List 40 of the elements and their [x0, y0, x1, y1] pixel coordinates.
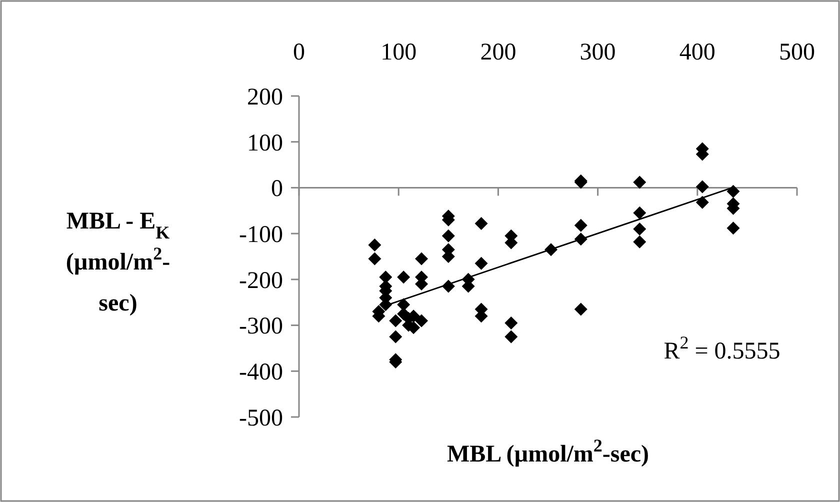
- point: [633, 176, 646, 189]
- point: [633, 222, 646, 236]
- x-tick-label: 100: [380, 39, 417, 66]
- point: [574, 302, 588, 316]
- x-axis-title: MBL (µmol/m$^{2}$-sec): [446, 435, 650, 468]
- point: [474, 216, 488, 230]
- point: [574, 218, 588, 232]
- annotation: R$^{2}$ = 0.5555: [664, 332, 780, 364]
- x-tick-label: 200: [480, 39, 516, 66]
- point: [415, 252, 428, 266]
- point: [368, 252, 382, 266]
- x-tick-label: 400: [679, 39, 716, 66]
- x-tick-label: 300: [580, 39, 616, 66]
- point: [368, 238, 382, 252]
- y-tick-label: -300: [239, 314, 283, 340]
- point: [504, 330, 518, 344]
- point: [379, 270, 392, 284]
- text: MBL - E$_{K}$ (µmol/m$^{2}$-sec): [66, 208, 170, 316]
- point: [442, 229, 455, 242]
- y-tick-label: -200: [239, 268, 283, 294]
- point: [726, 222, 740, 235]
- x-tick-label: 0: [293, 39, 305, 66]
- point: [696, 180, 709, 194]
- point: [633, 235, 646, 248]
- y-tick-label: -100: [239, 222, 283, 248]
- point: [415, 314, 428, 328]
- y-tick-label: 200: [247, 84, 283, 110]
- point: [389, 314, 402, 328]
- point: [504, 316, 518, 330]
- point: [474, 256, 488, 270]
- y-tick-label: 100: [247, 130, 283, 156]
- point: [397, 270, 410, 284]
- point: [726, 184, 740, 198]
- point: [389, 330, 402, 344]
- point: [633, 206, 646, 220]
- point: [696, 196, 709, 209]
- y-tick-label: -500: [239, 405, 283, 432]
- y-tick-label: 0: [271, 176, 283, 202]
- x-tick-label: 500: [779, 39, 815, 66]
- y-tick-label: -400: [239, 360, 283, 386]
